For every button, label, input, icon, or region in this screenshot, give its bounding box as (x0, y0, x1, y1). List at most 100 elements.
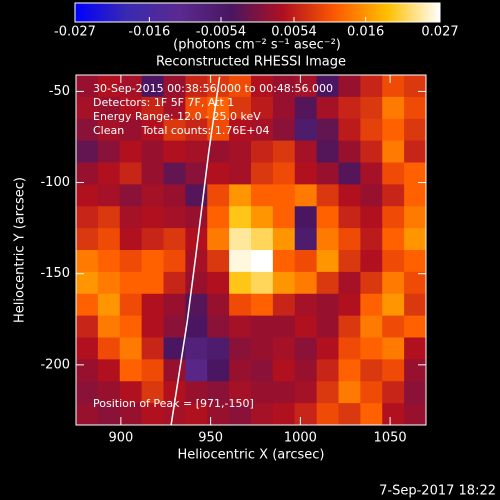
pixel (163, 140, 186, 163)
pixel (316, 337, 339, 360)
pixel (163, 75, 186, 98)
pixel (229, 96, 252, 120)
pixel (76, 359, 99, 382)
image (76, 75, 427, 426)
pixel (163, 337, 186, 360)
pixel (76, 271, 99, 295)
pixel (382, 293, 405, 317)
pixel (382, 96, 405, 120)
pixel (382, 381, 405, 404)
pixel (76, 250, 99, 273)
pixel (163, 293, 186, 317)
pixel (76, 403, 99, 426)
pixel (251, 293, 274, 317)
pixel (272, 140, 296, 163)
colorbar-tick-label: 0.0054 (271, 25, 317, 40)
pixel (119, 228, 143, 251)
pixel (141, 184, 164, 207)
pixel (207, 271, 230, 295)
pixel (404, 293, 427, 317)
pixel (272, 118, 296, 142)
pixel (316, 75, 339, 98)
pixel (141, 118, 164, 142)
pixel (185, 337, 208, 360)
pixel (163, 250, 186, 273)
pixel (338, 228, 361, 251)
pixel (185, 315, 208, 338)
pixel (76, 96, 99, 120)
pixel (338, 337, 361, 360)
pixel (316, 315, 339, 338)
pixel (294, 359, 318, 382)
pixel (360, 337, 383, 360)
pixel (229, 271, 252, 295)
pixel (141, 315, 164, 338)
pixel (272, 381, 296, 404)
pixel (207, 403, 230, 426)
pixel (404, 206, 427, 229)
pixel (272, 206, 296, 229)
pixel (251, 403, 274, 426)
pixel (251, 228, 274, 251)
pixel (272, 271, 296, 295)
pixel (97, 118, 121, 142)
pixel (141, 271, 164, 295)
pixel (272, 75, 296, 98)
pixel (251, 184, 274, 207)
peak-annotation: Position of Peak = [971,-150] (93, 397, 254, 410)
pixel (360, 315, 383, 338)
pixel (382, 162, 405, 185)
pixel (76, 228, 99, 251)
pixel (97, 315, 121, 338)
pixel (382, 140, 405, 163)
pixel (141, 250, 164, 273)
pixel (338, 75, 361, 98)
pixel (229, 250, 252, 273)
colorbar-tick-label: -0.0054 (196, 25, 246, 40)
x-tick-label: 1000 (284, 431, 317, 446)
pixel (229, 75, 252, 98)
pixel (119, 162, 143, 185)
pixel (97, 96, 121, 120)
x-axis-label: Heliocentric X (arcsec) (178, 448, 325, 463)
pixel (76, 140, 99, 163)
solar-limb (170, 76, 221, 426)
pixel (97, 206, 121, 229)
chart-title: Reconstructed RHESSI Image (156, 55, 346, 70)
pixel (316, 403, 339, 426)
pixel (141, 206, 164, 229)
pixel (294, 118, 318, 142)
pixel (119, 118, 143, 142)
pixel (119, 140, 143, 163)
pixel (272, 184, 296, 207)
pixel (76, 118, 99, 142)
pixel (97, 359, 121, 382)
pixel (141, 96, 164, 120)
pixel (141, 403, 164, 426)
pixel (294, 206, 318, 229)
pixel (163, 359, 186, 382)
y-tick-label: -150 (40, 266, 70, 281)
pixel (251, 250, 274, 273)
pixel (316, 359, 339, 382)
pixel (382, 315, 405, 338)
pixel (360, 293, 383, 317)
pixel (338, 403, 361, 426)
pixel (316, 140, 339, 163)
pixel (316, 293, 339, 317)
pixel (272, 250, 296, 273)
y-axis-label: Heliocentric Y (arcsec) (13, 177, 28, 323)
pixel (119, 250, 143, 273)
pixel (338, 315, 361, 338)
pixel (207, 162, 230, 185)
pixel (294, 315, 318, 338)
colorbar-tick-label: -0.016 (128, 25, 170, 40)
pixel (338, 206, 361, 229)
pixel (404, 250, 427, 273)
pixel (251, 271, 274, 295)
pixel (185, 206, 208, 229)
pixel (404, 381, 427, 404)
pixel (382, 184, 405, 207)
pixel (360, 381, 383, 404)
